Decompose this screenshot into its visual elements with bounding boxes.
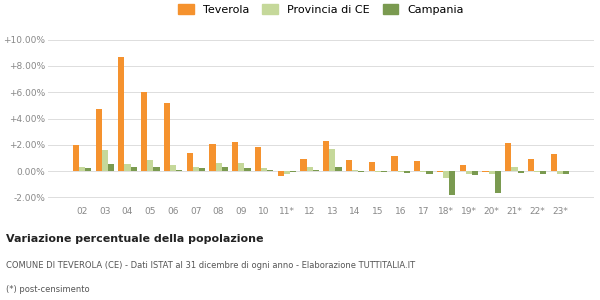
Bar: [358, 171, 364, 172]
Bar: [472, 171, 478, 175]
Bar: [79, 167, 85, 171]
Text: (*) post-censimento: (*) post-censimento: [6, 285, 89, 294]
Bar: [368, 162, 375, 171]
Bar: [187, 153, 193, 171]
Bar: [495, 171, 501, 193]
Bar: [528, 159, 534, 171]
Bar: [209, 144, 215, 171]
Bar: [346, 160, 352, 171]
Bar: [398, 171, 404, 172]
Bar: [95, 109, 102, 171]
Legend: Teverola, Provincia di CE, Campania: Teverola, Provincia di CE, Campania: [175, 1, 467, 18]
Bar: [557, 171, 563, 174]
Text: COMUNE DI TEVEROLA (CE) - Dati ISTAT al 31 dicembre di ogni anno - Elaborazione : COMUNE DI TEVEROLA (CE) - Dati ISTAT al …: [6, 261, 415, 270]
Bar: [73, 146, 79, 171]
Bar: [482, 171, 488, 172]
Bar: [193, 167, 199, 171]
Bar: [449, 171, 455, 196]
Bar: [466, 171, 472, 174]
Bar: [221, 167, 228, 171]
Bar: [199, 168, 205, 171]
Bar: [267, 170, 274, 171]
Bar: [534, 171, 540, 172]
Bar: [518, 171, 524, 173]
Bar: [176, 170, 182, 171]
Bar: [375, 171, 381, 172]
Bar: [540, 171, 547, 174]
Bar: [154, 167, 160, 171]
Bar: [335, 167, 341, 171]
Bar: [329, 149, 335, 171]
Bar: [124, 164, 131, 171]
Text: Variazione percentuale della popolazione: Variazione percentuale della popolazione: [6, 234, 263, 244]
Bar: [261, 168, 267, 171]
Bar: [313, 170, 319, 171]
Bar: [443, 171, 449, 178]
Bar: [505, 143, 511, 171]
Bar: [118, 57, 124, 171]
Bar: [108, 164, 114, 171]
Bar: [511, 167, 518, 171]
Bar: [102, 150, 108, 171]
Bar: [488, 171, 495, 174]
Bar: [290, 171, 296, 172]
Bar: [404, 171, 410, 173]
Bar: [141, 92, 147, 171]
Bar: [244, 168, 251, 171]
Bar: [460, 164, 466, 171]
Bar: [323, 141, 329, 171]
Bar: [255, 147, 261, 171]
Bar: [301, 159, 307, 171]
Bar: [170, 164, 176, 171]
Bar: [437, 171, 443, 172]
Bar: [215, 163, 221, 171]
Bar: [352, 170, 358, 171]
Bar: [278, 171, 284, 176]
Bar: [238, 163, 244, 171]
Bar: [381, 171, 387, 172]
Bar: [414, 160, 421, 171]
Bar: [551, 154, 557, 171]
Bar: [563, 171, 569, 174]
Bar: [232, 142, 238, 171]
Bar: [131, 167, 137, 171]
Bar: [147, 160, 154, 171]
Bar: [391, 156, 398, 171]
Bar: [284, 171, 290, 174]
Bar: [421, 171, 427, 172]
Bar: [164, 103, 170, 171]
Bar: [307, 167, 313, 171]
Bar: [427, 171, 433, 174]
Bar: [85, 169, 91, 171]
